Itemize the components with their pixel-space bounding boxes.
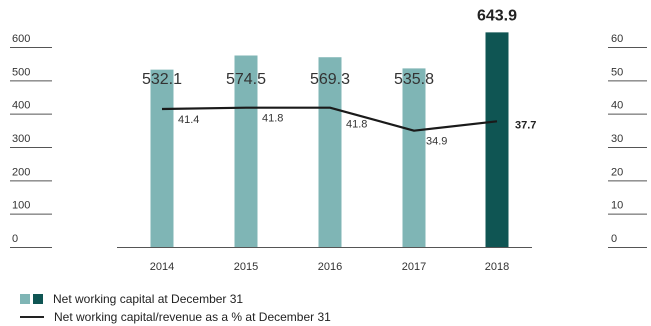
bar [402, 68, 426, 248]
x-tick-label: 2016 [318, 261, 342, 273]
legend-swatch-light [20, 294, 30, 304]
bar-value-label: 569.3 [310, 71, 350, 88]
bar [234, 55, 258, 247]
legend-label-line: Net working capital/revenue as a % at De… [54, 310, 331, 324]
right-tick-label: 60 [611, 33, 623, 45]
bar-value-label: 535.8 [394, 71, 434, 88]
bar [150, 69, 174, 247]
x-tick-label: 2014 [150, 261, 174, 273]
bars [150, 32, 509, 248]
line-labels: 41.4 41.8 41.8 34.9 37.7 [178, 113, 536, 148]
bar-value-label: 532.1 [142, 71, 182, 88]
line-value-label: 41.8 [346, 119, 367, 131]
x-tick-label: 2015 [234, 261, 258, 273]
left-tick-label: 100 [12, 200, 30, 212]
ratio-line [161, 106, 498, 132]
left-tick-label: 200 [12, 166, 30, 178]
right-axis-ticks: 0 10 20 30 40 50 60 [608, 33, 647, 248]
bar-labels: 532.1 574.5 569.3 535.8 643.9 [142, 7, 517, 88]
legend-item-bars: Net working capital at December 31 [20, 290, 331, 308]
ratio-line-path [161, 106, 498, 132]
x-axis-ticks: 2014 2015 2016 2017 2018 [150, 261, 509, 273]
left-tick-label: 300 [12, 133, 30, 145]
left-tick-label: 400 [12, 100, 30, 112]
legend-item-line: Net working capital/revenue as a % at De… [20, 308, 331, 326]
left-axis-ticks: 0 100 200 300 400 500 600 [10, 33, 52, 248]
left-tick-label: 500 [12, 66, 30, 78]
right-tick-label: 30 [611, 133, 623, 145]
legend: Net working capital at December 31 Net w… [20, 290, 331, 326]
left-tick-label: 0 [12, 233, 18, 245]
line-value-label: 34.9 [426, 136, 447, 148]
legend-label-bars: Net working capital at December 31 [53, 292, 244, 306]
right-tick-label: 0 [611, 233, 617, 245]
right-tick-label: 40 [611, 100, 623, 112]
x-tick-label: 2018 [485, 261, 509, 273]
bar [485, 32, 509, 247]
x-tick-label: 2017 [402, 261, 426, 273]
bar-value-label: 643.9 [477, 7, 517, 24]
line-value-label: 41.4 [178, 114, 199, 126]
right-tick-label: 10 [611, 200, 623, 212]
bar [318, 57, 342, 247]
left-tick-label: 600 [12, 33, 30, 45]
line-value-label: 37.7 [515, 119, 536, 131]
legend-swatch-line [20, 316, 44, 318]
line-value-label: 41.8 [262, 113, 283, 125]
bar-value-label: 574.5 [226, 71, 266, 88]
legend-swatch-dark [33, 294, 43, 304]
right-tick-label: 50 [611, 66, 623, 78]
right-tick-label: 20 [611, 166, 623, 178]
